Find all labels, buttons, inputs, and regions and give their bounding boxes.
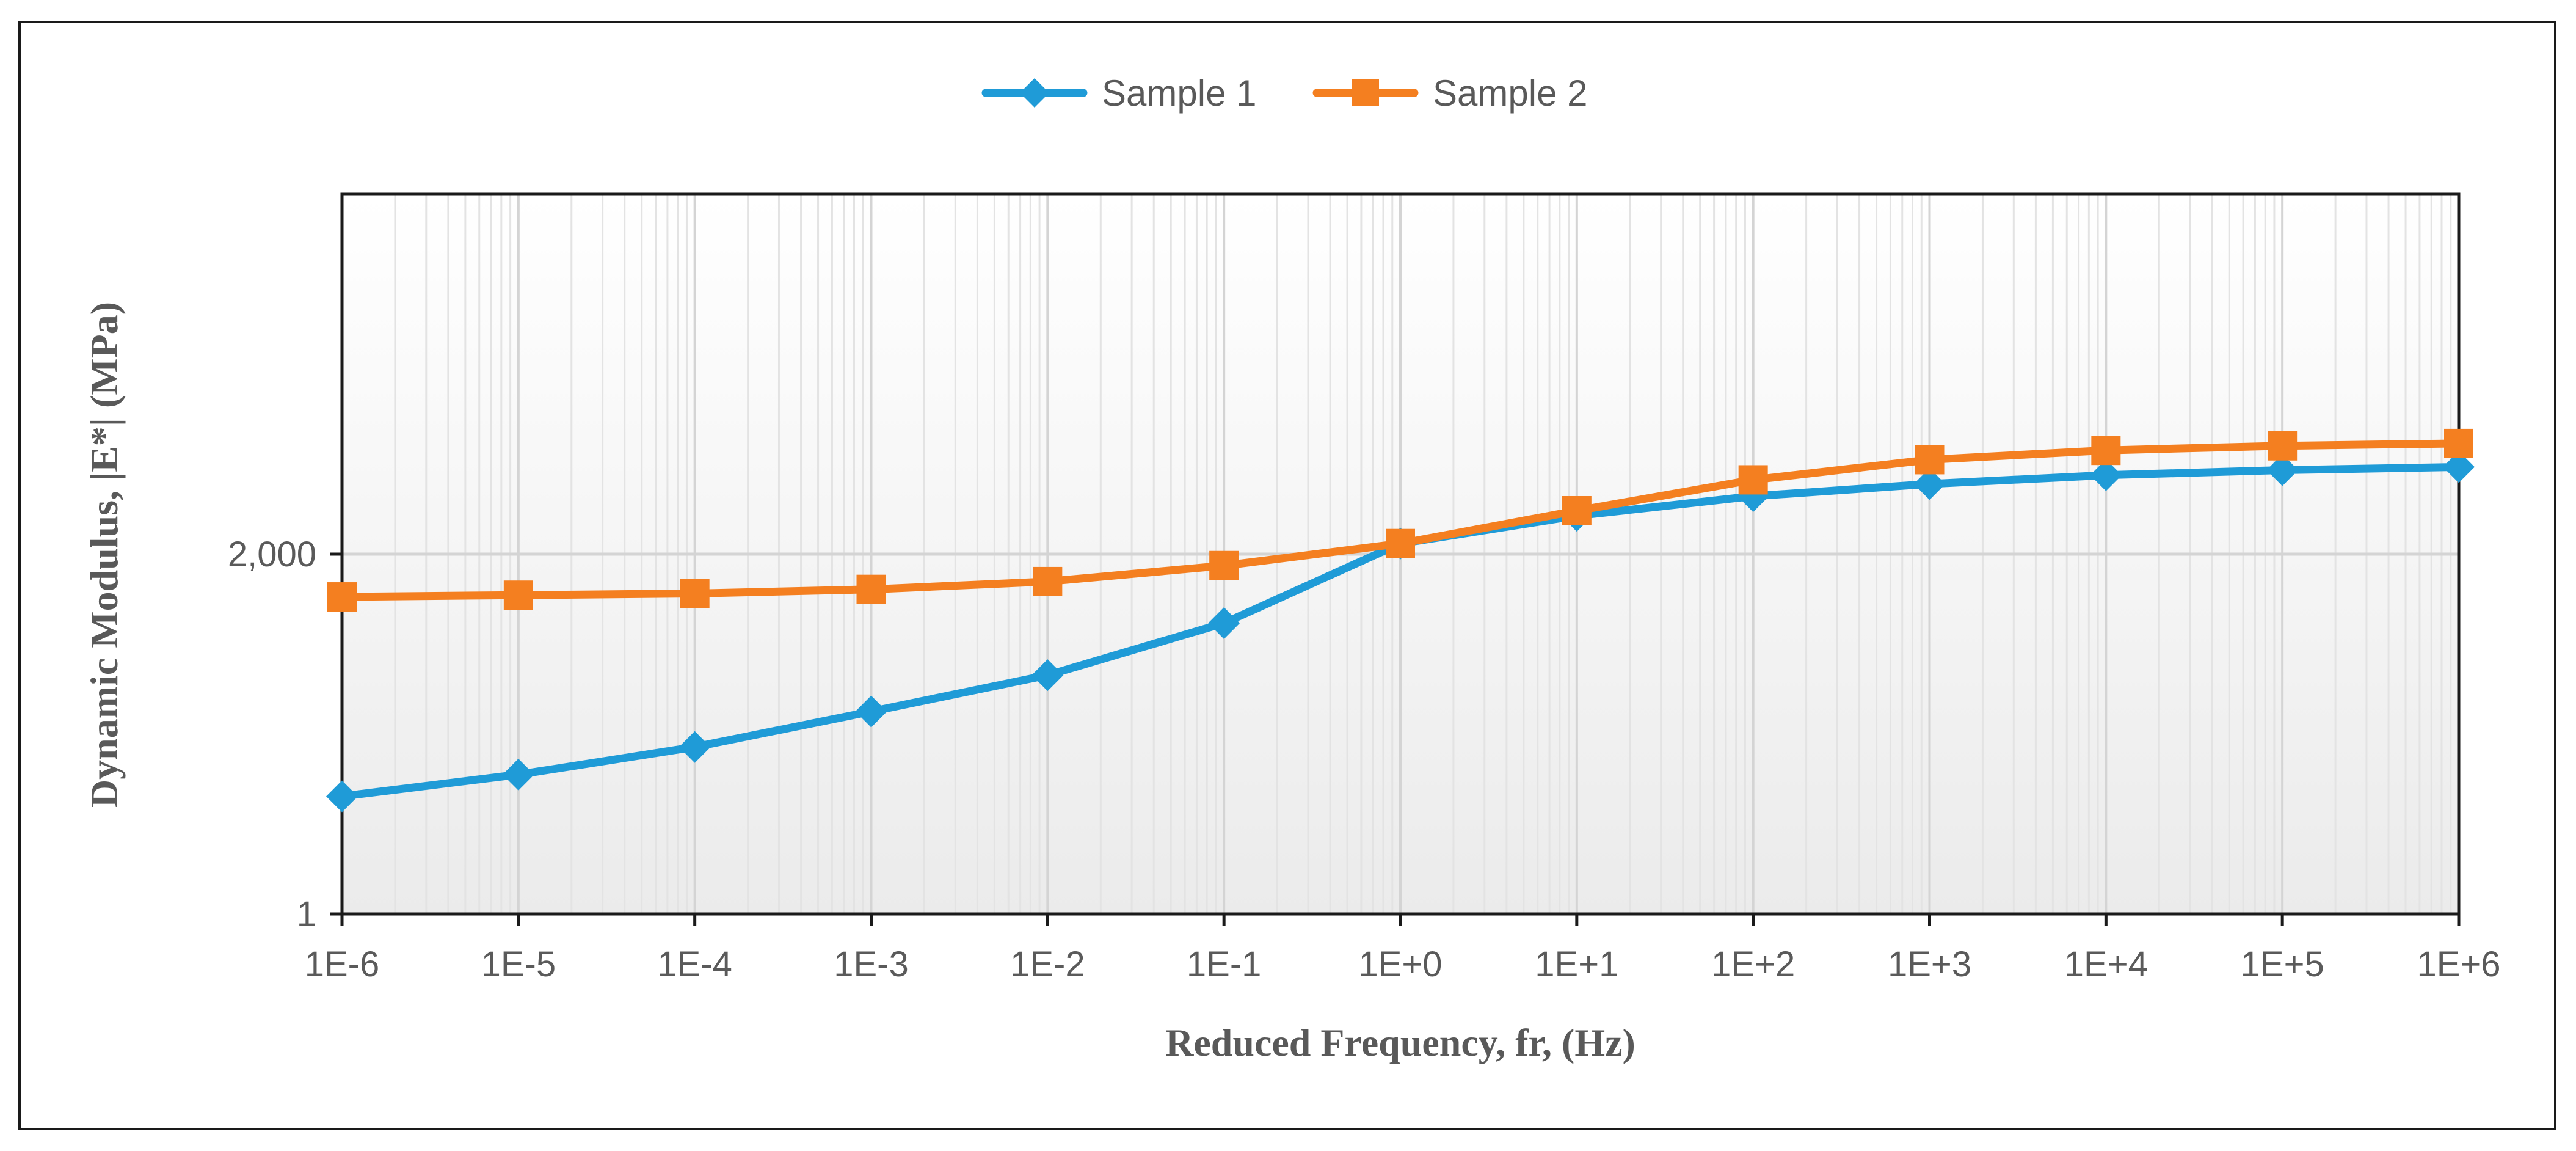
x-tick-label: 1E-3	[834, 945, 909, 984]
legend-item: Sample 2	[1312, 73, 1587, 114]
data-point	[2268, 431, 2298, 461]
data-point	[1386, 528, 1415, 558]
y-tick-label: 1	[297, 894, 316, 934]
data-point	[326, 780, 358, 813]
data-point	[1208, 607, 1240, 640]
data-point	[503, 580, 533, 610]
data-point	[1562, 495, 1592, 525]
legend-label: Sample 2	[1433, 73, 1587, 114]
data-point	[327, 582, 357, 612]
legend: Sample 1 Sample 2	[981, 73, 1587, 114]
data-point	[855, 695, 887, 728]
legend-marker	[1352, 79, 1379, 106]
data-point	[1209, 550, 1239, 580]
grid-lines	[341, 194, 2460, 916]
data-point	[1913, 468, 1946, 500]
data-point	[680, 579, 710, 608]
x-tick-label: 1E-5	[481, 945, 556, 984]
x-tick-label: 1E+0	[1358, 945, 1442, 984]
x-tick-label: 1E+5	[2241, 945, 2324, 984]
data-point	[1033, 566, 1063, 596]
series-layer	[326, 428, 2475, 813]
legend-marker	[1020, 78, 1049, 108]
data-point	[1738, 465, 1768, 495]
data-point	[679, 731, 711, 763]
x-tick-label: 1E+1	[1535, 945, 1618, 984]
x-axis-title: Reduced Frequency, fr, (Hz)	[1165, 1021, 1635, 1064]
data-point	[2266, 454, 2299, 486]
x-tick-label: 1E-1	[1187, 945, 1262, 984]
data-point	[1031, 659, 1064, 692]
axes	[330, 192, 2461, 926]
legend-label: Sample 1	[1102, 73, 1256, 114]
series-2	[327, 428, 2473, 612]
y-tick-label: 2,000	[228, 535, 316, 574]
data-point	[2090, 459, 2122, 491]
x-tick-label: 1E-4	[657, 945, 732, 984]
data-point	[2091, 436, 2121, 466]
x-tick-label: 1E+4	[2064, 945, 2148, 984]
data-point	[2443, 451, 2475, 483]
legend-item: Sample 1	[981, 73, 1256, 114]
data-point	[2444, 428, 2473, 458]
axis-labels: 1E-6 1E-5 1E-4 1E-3 1E-2 1E-1 1E+0 1E+1 1E+2 1E+3…	[228, 535, 2501, 984]
y-axis-title: Dynamic Modulus, |E*| (MPa)	[82, 302, 126, 808]
x-tick-label: 1E-2	[1010, 945, 1085, 984]
data-point	[856, 574, 886, 604]
x-tick-label: 1E+2	[1711, 945, 1795, 984]
x-tick-label: 1E+6	[2417, 945, 2500, 984]
x-tick-label: 1E+3	[1888, 945, 1971, 984]
data-point	[1915, 445, 1945, 475]
x-tick-label: 1E-6	[305, 945, 380, 984]
data-point	[502, 758, 534, 791]
